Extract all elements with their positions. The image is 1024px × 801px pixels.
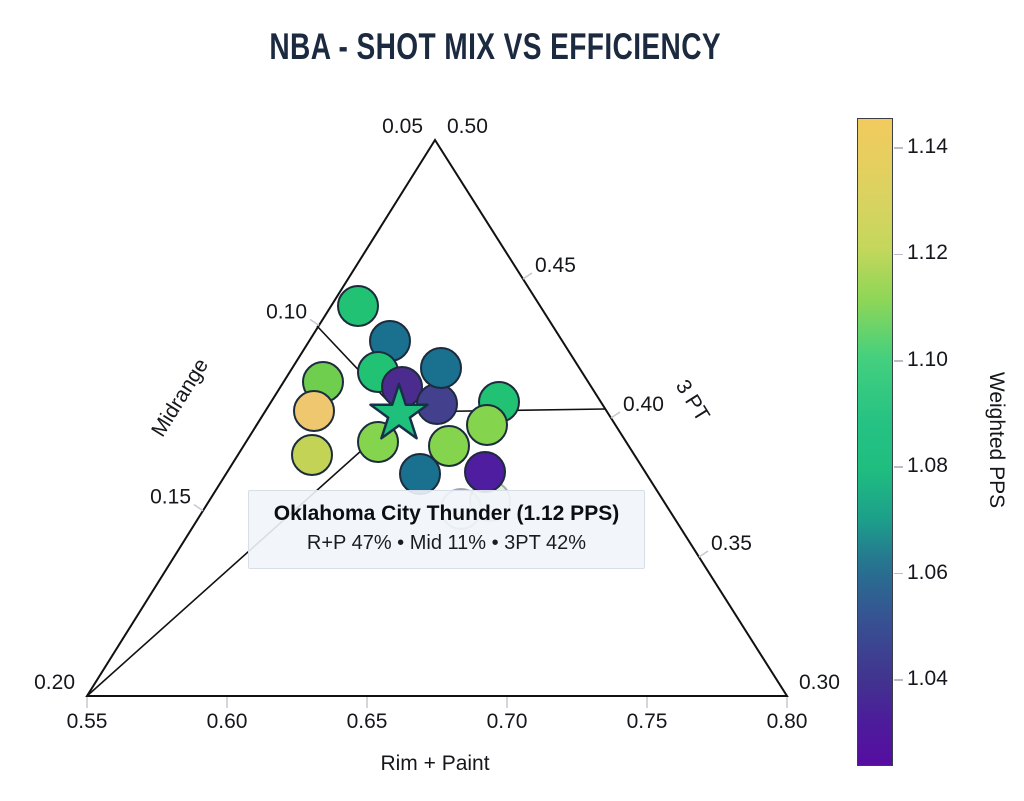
right-axis-tick	[522, 272, 533, 280]
left-axis-tick-label: 0.20	[34, 671, 75, 694]
colorbar-tick-label: 1.10	[907, 347, 948, 371]
left-axis-tick-label: 0.05	[382, 115, 423, 138]
chart-title: NBA - SHOT MIX VS EFFICIENCY	[0, 26, 990, 68]
bottom-axis-tick-label: 0.65	[347, 710, 388, 733]
right-axis-tick-label: 0.30	[799, 671, 840, 694]
right-axis-tick	[698, 550, 709, 558]
colorbar-tick-label: 1.12	[907, 241, 948, 265]
team-point[interactable]	[291, 434, 333, 476]
team-point[interactable]	[466, 404, 508, 446]
crosshair-line	[86, 415, 401, 697]
colorbar-tick	[894, 466, 903, 468]
bottom-axis-tick-label: 0.70	[487, 710, 528, 733]
colorbar-tick-label: 1.08	[907, 454, 948, 478]
colorbar-tick-label: 1.06	[907, 560, 948, 584]
colorbar-tick	[894, 360, 903, 362]
colorbar-tick-label: 1.14	[907, 135, 948, 158]
bottom-axis-tick-label: 0.55	[67, 710, 108, 733]
team-point[interactable]	[293, 390, 335, 432]
team-point[interactable]	[428, 425, 470, 467]
colorbar-tick	[894, 572, 903, 575]
left-axis-tick-label: 0.10	[266, 300, 307, 323]
tooltip-shot-mix: R+P 47% • Mid 11% • 3PT 42%	[306, 532, 587, 554]
colorbar-tick	[894, 147, 903, 149]
colorbar-tick-label: 1.04	[907, 667, 948, 690]
right-axis-tick-label: 0.35	[711, 532, 752, 555]
team-point[interactable]	[464, 451, 506, 493]
left-axis-tick	[309, 318, 320, 326]
bottom-axis-tick-label: 0.75	[627, 710, 668, 733]
right-axis-tick-label: 0.50	[447, 115, 488, 138]
colorbar	[857, 118, 893, 766]
team-point[interactable]	[420, 347, 462, 389]
highlight-star[interactable]	[369, 382, 429, 440]
left-axis-tick-label: 0.15	[150, 486, 191, 509]
tooltip-team-title: Oklahoma City Thunder (1.12 PPS)	[273, 502, 620, 525]
chart-title-text: NBA - SHOT MIX VS EFFICIENCY	[269, 26, 721, 67]
colorbar-tick	[894, 253, 903, 256]
left-axis-tick	[193, 504, 204, 512]
team-point[interactable]	[337, 285, 379, 327]
right-axis-tick-label: 0.40	[623, 393, 664, 416]
bottom-axis-title: Rim + Paint	[380, 752, 490, 775]
bottom-axis-tick-label: 0.60	[207, 710, 248, 733]
bottom-axis-tick-label: 0.80	[767, 710, 808, 733]
colorbar-title: Weighted PPS	[985, 371, 1008, 509]
right-axis-tick-label: 0.45	[535, 254, 576, 277]
highlight-tooltip: Oklahoma City Thunder (1.12 PPS) R+P 47%…	[248, 490, 645, 569]
colorbar-tick	[894, 679, 903, 681]
right-axis-tick	[610, 411, 621, 419]
